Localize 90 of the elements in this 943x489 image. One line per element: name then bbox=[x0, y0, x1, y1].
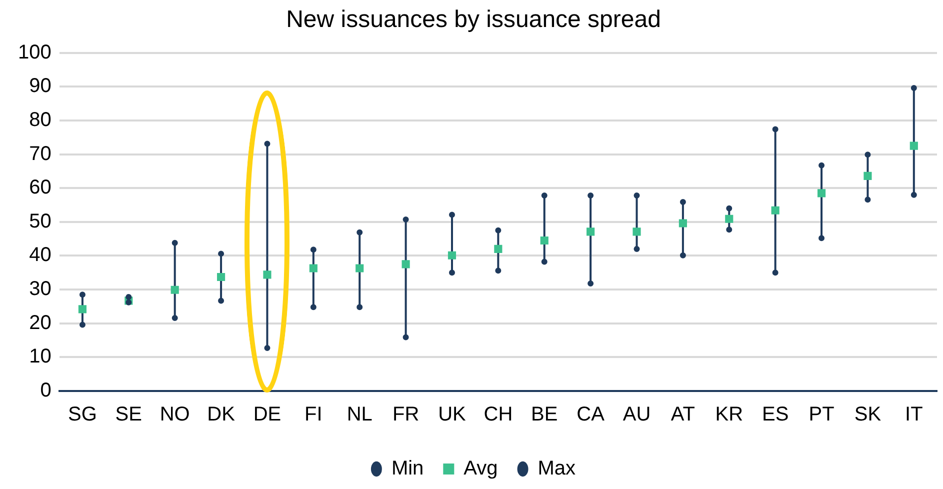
y-tick-label: 100 bbox=[18, 41, 52, 64]
x-tick-label: NL bbox=[346, 404, 372, 426]
point bbox=[79, 292, 86, 298]
point bbox=[817, 189, 826, 198]
x-tick-label: CH bbox=[484, 404, 513, 426]
point bbox=[818, 235, 825, 242]
x-tick-label: KR bbox=[715, 404, 744, 426]
point bbox=[309, 264, 318, 272]
x-tick-label: BE bbox=[531, 404, 558, 426]
point bbox=[218, 298, 224, 304]
point bbox=[494, 244, 502, 253]
point bbox=[126, 294, 132, 300]
point bbox=[79, 322, 86, 328]
point bbox=[632, 228, 641, 236]
x-tick-label: DE bbox=[253, 404, 282, 426]
y-tick-label: 70 bbox=[29, 142, 52, 165]
point bbox=[264, 140, 270, 147]
point bbox=[78, 305, 86, 314]
y-tick-label: 30 bbox=[29, 278, 52, 300]
point bbox=[680, 198, 686, 205]
point bbox=[217, 272, 226, 282]
point bbox=[588, 280, 594, 286]
point bbox=[495, 227, 502, 234]
point bbox=[310, 246, 316, 253]
point bbox=[310, 304, 316, 310]
x-tick-label: SE bbox=[115, 404, 142, 426]
legend-label: Avg bbox=[464, 458, 498, 480]
point bbox=[541, 258, 548, 265]
y-tick-label: 80 bbox=[29, 108, 52, 131]
x-tick-label: SG bbox=[68, 404, 97, 426]
point bbox=[910, 192, 917, 198]
point bbox=[170, 286, 179, 294]
point bbox=[356, 229, 363, 236]
point bbox=[726, 226, 732, 233]
point bbox=[818, 162, 825, 168]
point bbox=[356, 264, 364, 272]
point bbox=[771, 206, 780, 214]
point bbox=[588, 192, 594, 199]
point bbox=[726, 205, 732, 212]
point bbox=[910, 84, 917, 91]
point bbox=[172, 240, 178, 246]
x-tick-label: AT bbox=[670, 404, 695, 426]
point bbox=[864, 196, 871, 203]
x-tick-label: FR bbox=[392, 404, 420, 426]
point bbox=[448, 251, 456, 260]
y-tick-label: 90 bbox=[29, 75, 52, 98]
y-tick-label: 0 bbox=[40, 380, 52, 402]
x-tick-label: IT bbox=[905, 404, 923, 426]
point bbox=[356, 304, 363, 310]
y-tick-label: 60 bbox=[29, 176, 52, 199]
point bbox=[864, 172, 872, 180]
legend-label: Min bbox=[391, 458, 424, 480]
point bbox=[634, 246, 640, 252]
point bbox=[495, 268, 502, 274]
y-tick-label: 10 bbox=[29, 346, 52, 368]
chart-title: New issuances by issuance spread bbox=[286, 6, 661, 34]
y-tick-label: 50 bbox=[29, 210, 52, 232]
point bbox=[541, 192, 548, 199]
point bbox=[126, 299, 132, 306]
x-tick-label: CA bbox=[576, 404, 606, 426]
y-tick-label: 20 bbox=[29, 312, 52, 334]
point bbox=[218, 250, 224, 257]
point bbox=[680, 252, 686, 258]
y-tick-label: 40 bbox=[29, 244, 52, 266]
x-tick-label: SK bbox=[854, 404, 882, 426]
x-tick-label: UK bbox=[438, 404, 467, 426]
point bbox=[634, 192, 640, 199]
x-tick-label: ES bbox=[762, 404, 789, 426]
x-tick-label: PT bbox=[808, 404, 834, 426]
point bbox=[725, 214, 734, 223]
point bbox=[402, 216, 409, 223]
point bbox=[402, 260, 410, 268]
point bbox=[864, 152, 871, 158]
point bbox=[263, 270, 272, 279]
point bbox=[586, 228, 595, 236]
point bbox=[540, 236, 548, 245]
point bbox=[772, 126, 778, 132]
x-tick-label: NO bbox=[160, 404, 190, 426]
point bbox=[172, 314, 178, 321]
point bbox=[772, 270, 778, 276]
x-tick-label: DK bbox=[207, 404, 236, 426]
point bbox=[402, 334, 409, 340]
x-tick-label: AU bbox=[622, 404, 651, 426]
point bbox=[448, 212, 455, 218]
point bbox=[448, 270, 455, 276]
legend-label: Max bbox=[538, 458, 576, 480]
x-tick-label: FI bbox=[304, 404, 322, 426]
point bbox=[264, 345, 270, 352]
point bbox=[678, 219, 687, 228]
point bbox=[910, 142, 918, 150]
